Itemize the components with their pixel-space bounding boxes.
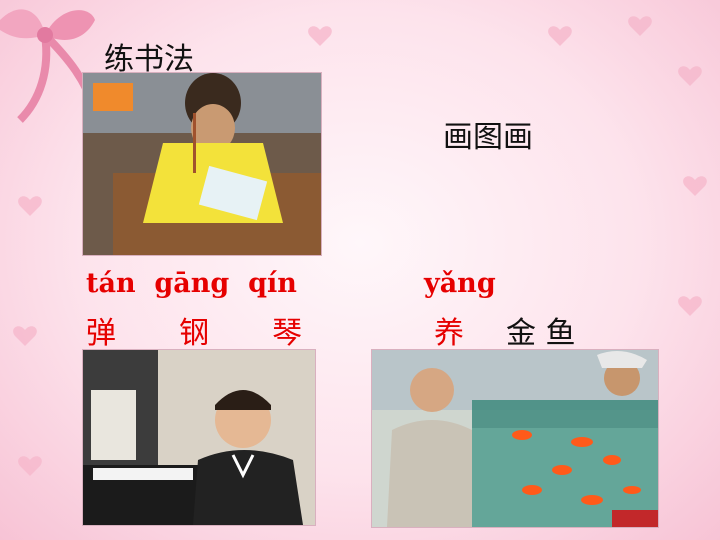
hanzi-piano: 弹 钢 琴 [86, 316, 303, 351]
piano-photo [82, 349, 316, 526]
pinyin-fish: yǎng [424, 268, 496, 299]
hanzi-raise: 养 [434, 316, 464, 351]
pinyin-piano: tán gāng qín [86, 268, 297, 299]
goldfish-photo [371, 349, 659, 528]
drawing-label: 画图画 [443, 120, 533, 155]
hanzi-goldfish: 金 鱼 [506, 316, 576, 351]
calligraphy-photo [82, 72, 322, 256]
calligraphy-label: 练书法 [104, 42, 194, 77]
